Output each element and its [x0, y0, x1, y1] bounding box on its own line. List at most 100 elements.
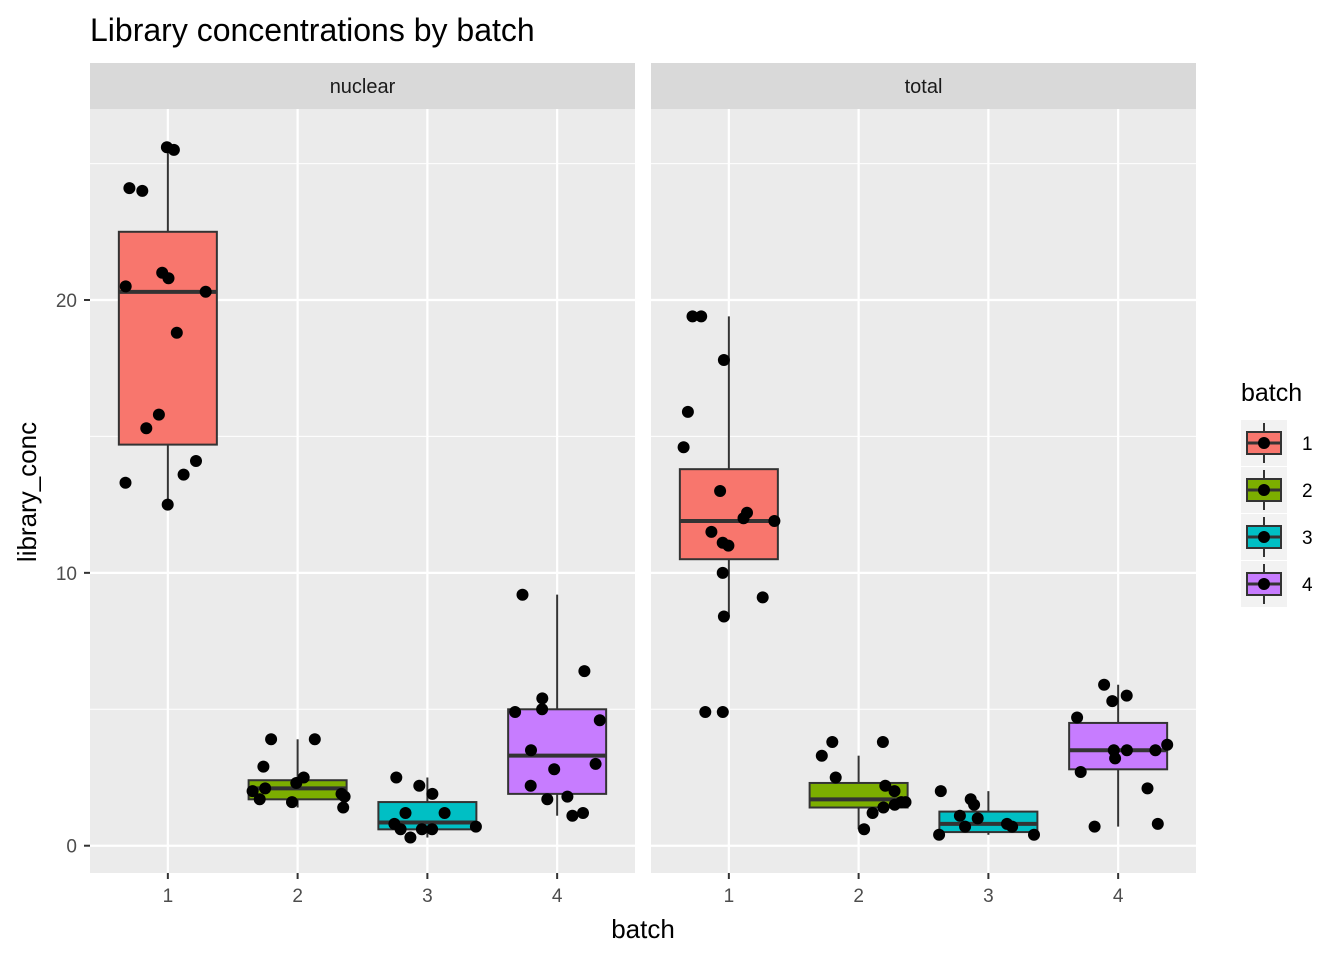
data-point — [426, 823, 439, 836]
data-point — [933, 828, 946, 841]
x-tick-label: 4 — [1113, 886, 1124, 907]
legend-entry-4: 4 — [1241, 561, 1313, 607]
data-point — [578, 665, 591, 678]
data-point — [152, 408, 165, 421]
box-nuclear-4 — [507, 594, 608, 816]
data-point — [257, 760, 270, 773]
panels: nuclear 1 2 3 4 total 1 2 3 4 — [90, 63, 1196, 907]
data-point — [177, 468, 190, 481]
data-point — [877, 801, 890, 814]
data-point — [426, 787, 439, 800]
legend-entry-2: 2 — [1241, 467, 1313, 513]
data-point — [934, 785, 947, 798]
data-point — [716, 566, 729, 579]
data-point — [829, 771, 842, 784]
x-axis-title: batch — [611, 914, 675, 944]
data-point — [415, 823, 428, 836]
data-point — [536, 692, 549, 705]
data-point — [390, 771, 403, 784]
data-point — [524, 779, 537, 792]
data-point — [717, 354, 730, 366]
data-point — [525, 744, 537, 757]
data-point — [399, 807, 412, 819]
x-tick-label: 2 — [853, 886, 864, 907]
data-point — [1109, 752, 1122, 765]
legend-key-point — [1258, 531, 1270, 543]
x-tick-label: 1 — [724, 886, 735, 907]
data-point — [971, 812, 984, 825]
data-point — [876, 736, 889, 748]
data-point — [717, 610, 730, 623]
data-point — [167, 143, 180, 156]
data-point — [714, 485, 727, 497]
data-point — [290, 777, 303, 789]
data-point — [162, 272, 175, 285]
data-point — [1161, 738, 1174, 751]
data-point — [394, 823, 407, 836]
data-point — [246, 785, 259, 798]
data-point — [716, 706, 729, 718]
legend-label: 2 — [1302, 481, 1313, 502]
box-iqr — [117, 230, 218, 446]
data-point — [199, 285, 212, 298]
data-point — [593, 714, 606, 727]
data-point — [705, 525, 718, 538]
data-point — [1120, 689, 1133, 702]
data-point — [404, 831, 417, 844]
data-point — [1120, 744, 1133, 757]
data-point — [1151, 817, 1164, 830]
data-point — [123, 182, 136, 195]
legend-entry-1: 1 — [1241, 420, 1313, 466]
data-point — [541, 793, 554, 806]
data-point — [888, 798, 901, 811]
data-point — [119, 280, 132, 293]
data-point — [959, 820, 972, 833]
data-point — [1141, 782, 1154, 795]
data-point — [338, 790, 351, 803]
data-point — [516, 588, 529, 601]
data-point — [589, 757, 602, 770]
data-point — [548, 763, 561, 776]
data-point — [577, 807, 589, 819]
data-point — [888, 785, 901, 798]
data-point — [413, 779, 426, 792]
data-point — [1006, 820, 1019, 833]
data-point — [469, 820, 482, 833]
legend-key-point — [1258, 437, 1270, 449]
data-point — [686, 310, 699, 323]
y-axis-title: library_conc — [12, 422, 42, 562]
legend-entry-3: 3 — [1241, 514, 1313, 560]
panel-nuclear: nuclear 1 2 3 4 — [90, 63, 635, 907]
y-tick-label: 10 — [56, 564, 77, 585]
data-point — [438, 807, 451, 819]
data-point — [119, 476, 132, 489]
data-point — [695, 310, 708, 323]
data-point — [536, 703, 549, 716]
box-nuclear-1 — [117, 147, 218, 505]
data-point — [722, 539, 735, 552]
data-point — [140, 422, 153, 435]
data-point — [286, 796, 298, 809]
data-point — [1106, 695, 1119, 708]
legend-key-point — [1258, 578, 1270, 590]
facet-strip — [90, 63, 635, 109]
y-axis: 0 10 20 — [56, 291, 90, 858]
x-tick-label: 2 — [292, 886, 303, 907]
facet-strip-label: nuclear — [330, 76, 396, 98]
data-point — [170, 326, 183, 339]
facet-strip — [651, 63, 1196, 109]
data-point — [737, 512, 750, 525]
data-point — [858, 823, 871, 836]
panel-total: total 1 2 3 4 — [651, 63, 1196, 907]
legend-key-point — [1258, 484, 1270, 496]
data-point — [953, 809, 966, 822]
data-point — [866, 807, 879, 819]
y-tick-label: 20 — [56, 291, 77, 312]
data-point — [337, 801, 350, 814]
data-point — [1028, 828, 1040, 841]
data-point — [253, 793, 266, 806]
facet-strip-label: total — [905, 76, 943, 98]
data-point — [879, 779, 892, 792]
x-tick-label: 3 — [422, 886, 433, 907]
